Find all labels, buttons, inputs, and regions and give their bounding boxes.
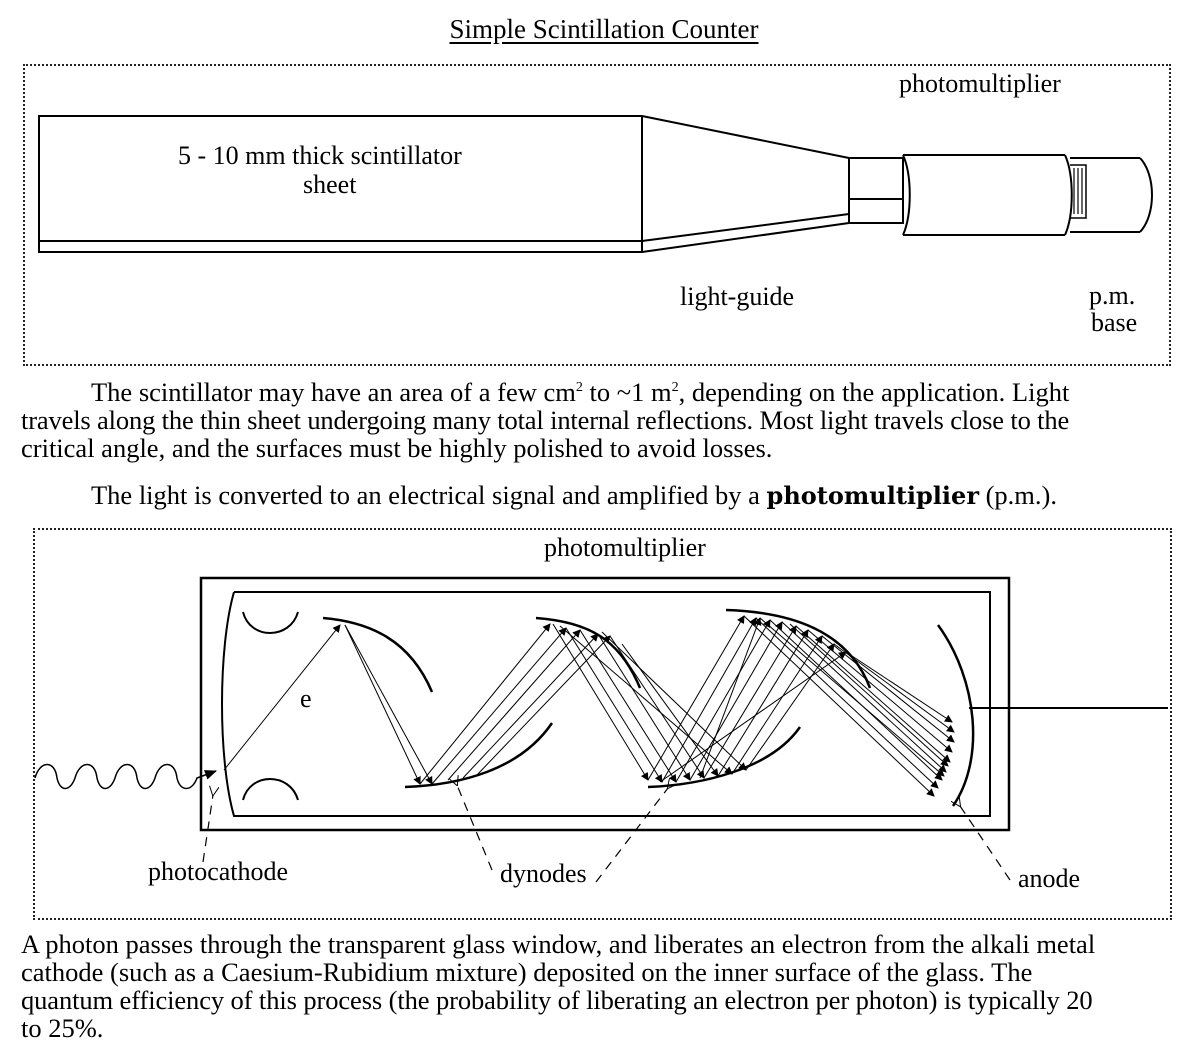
dynode-2 [404,722,554,789]
para1-text-a: The scintillator may have an area of a f… [91,377,576,407]
dynodes-leader-right [595,788,668,883]
anode-leader [960,806,1011,881]
focus-electrode-bottom [242,778,299,801]
electron-label: e [300,684,312,713]
fig2-photomultiplier-label: photomultiplier [544,533,706,562]
photocathode-label: photocathode [148,857,289,886]
paragraph-3-line-2: cathode (such as a Caesium-Rubidium mixt… [21,957,1033,987]
pm-tube-outer-wall [199,576,1011,832]
pm-base [1070,157,1153,233]
light-guide-label: light-guide [680,282,795,311]
scintillator-sheet [38,115,643,253]
diagram-title: Simple Scintillation Counter [449,14,759,44]
para1-sup-2: 2 [671,380,679,396]
para2-text-a: The light is converted to an electrical … [91,480,767,510]
light-guide-coupler [848,157,904,224]
paragraph-3-line-3: quantum efficiency of this process (the … [21,985,1093,1015]
photomultiplier-figure-frame [33,528,1172,920]
paragraph-2: The light is converted to an electrical … [91,480,1057,511]
pm-base-pins [1070,164,1087,219]
para2-photomultiplier-bold: photomultiplier [766,481,979,510]
dynode-4 [647,726,802,789]
paragraph-3-line-4: to 25%. [21,1013,104,1043]
dynode-5 [725,608,872,689]
para2-text-b: (p.m.). [978,480,1057,510]
paragraph-3-line-1: A photon passes through the transparent … [21,929,1096,959]
fig1-photomultiplier-label: photomultiplier [899,69,1061,98]
dynodes-leader-left [457,785,493,871]
photon-wave [34,763,217,790]
paragraph-1-line-1: The scintillator may have an area of a f… [91,378,1069,407]
paragraph-1-line-2: travels along the thin sheet undergoing … [21,405,1070,435]
paragraph-1-line-3: critical angle, and the surfaces must be… [21,433,773,463]
pm-tube-inner-wall [221,591,991,817]
photocathode-leader [202,795,213,863]
scintillator-label-line2: sheet [303,170,357,199]
para1-text-c: , depending on the application. Light [678,377,1070,407]
pm-base-label-line1: p.m. [1089,281,1136,310]
focus-electrode-top [242,611,299,634]
anode-label: anode [1018,864,1081,893]
para1-sup-1: 2 [575,380,583,396]
pm-base-label-line2: base [1091,308,1138,337]
anode-plate [936,624,975,807]
pm-tube-body [902,154,1073,236]
light-guide-shape [641,115,850,253]
dynode-3 [535,616,642,689]
dynodes-label: dynodes [500,859,587,888]
scintillator-label-line1: 5 - 10 mm thick scintillator [178,141,462,170]
dynode-1 [322,616,434,693]
scintillator-figure-frame [23,64,1171,366]
para1-text-b: to ~1 m [582,377,672,407]
